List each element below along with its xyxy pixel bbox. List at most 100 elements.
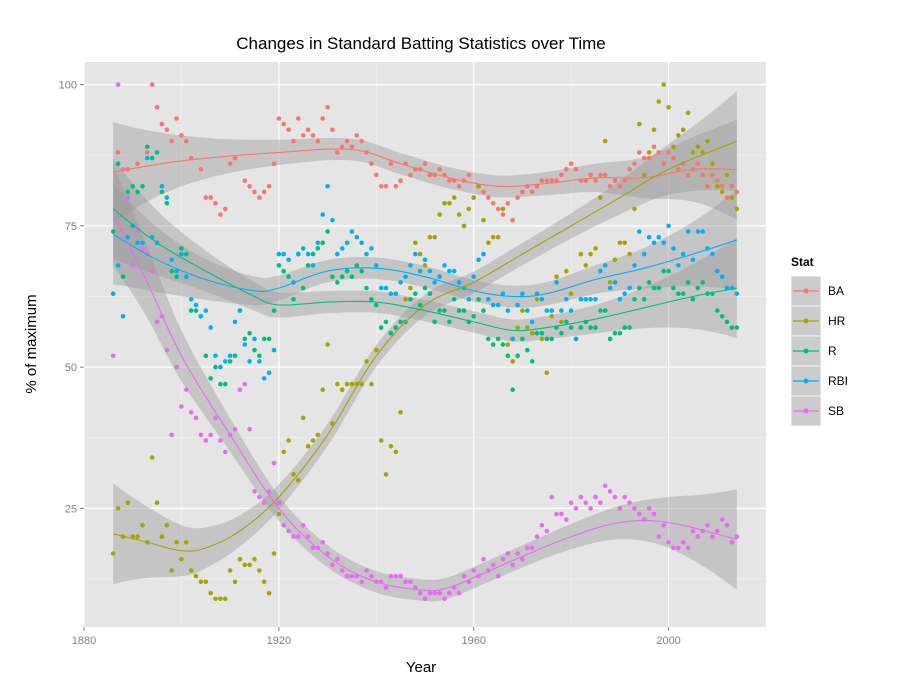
smooth-line-r bbox=[112, 208, 737, 332]
point-rbi bbox=[554, 280, 559, 285]
point-rbi bbox=[525, 308, 530, 313]
point-hr bbox=[607, 280, 613, 285]
point-rbi bbox=[676, 263, 681, 268]
point-rbi bbox=[223, 359, 228, 364]
point-r bbox=[344, 268, 350, 274]
point-ba bbox=[300, 133, 306, 138]
point-ba bbox=[646, 155, 652, 161]
point-rbi bbox=[481, 251, 486, 257]
point-r bbox=[666, 268, 671, 274]
point-rbi bbox=[666, 223, 671, 229]
point-rbi bbox=[344, 240, 350, 246]
point-sb bbox=[539, 523, 545, 528]
point-rbi bbox=[593, 297, 598, 302]
point-r bbox=[208, 376, 213, 381]
point-hr bbox=[456, 212, 462, 217]
legend-title: Stat bbox=[791, 255, 814, 269]
point-rbi bbox=[456, 280, 462, 285]
point-hr bbox=[271, 551, 277, 556]
point-sb bbox=[125, 195, 131, 200]
point-hr bbox=[237, 556, 243, 562]
point-sb bbox=[213, 415, 218, 421]
point-ba bbox=[456, 184, 462, 189]
point-ba bbox=[159, 121, 165, 127]
point-r bbox=[602, 308, 608, 313]
point-hr bbox=[300, 415, 306, 421]
point-rbi bbox=[451, 268, 457, 274]
point-r bbox=[383, 319, 389, 325]
point-sb bbox=[676, 545, 681, 551]
point-r bbox=[724, 319, 730, 325]
point-hr bbox=[247, 562, 252, 568]
point-sb bbox=[593, 494, 598, 500]
point-sb bbox=[286, 528, 291, 534]
point-sb bbox=[403, 579, 408, 585]
point-ba bbox=[641, 155, 647, 161]
point-ba bbox=[588, 172, 593, 178]
point-r bbox=[364, 285, 369, 291]
point-hr bbox=[632, 206, 637, 212]
legend-key-point bbox=[803, 318, 809, 324]
point-ba bbox=[149, 82, 155, 87]
point-r bbox=[252, 347, 257, 353]
point-hr bbox=[437, 212, 442, 217]
point-sb bbox=[296, 534, 301, 539]
y-axis-title: % of maximum bbox=[23, 294, 40, 393]
point-r bbox=[393, 325, 399, 330]
point-r bbox=[612, 330, 618, 336]
point-r bbox=[539, 330, 545, 336]
point-r bbox=[500, 342, 506, 347]
point-sb bbox=[456, 590, 462, 596]
point-hr bbox=[525, 325, 530, 330]
point-rbi bbox=[651, 240, 657, 246]
point-sb bbox=[252, 489, 257, 494]
point-rbi bbox=[510, 336, 515, 342]
point-r bbox=[646, 280, 652, 285]
point-r bbox=[300, 285, 306, 291]
point-hr bbox=[690, 150, 696, 155]
point-ba bbox=[583, 178, 589, 183]
point-rbi bbox=[476, 257, 481, 263]
point-r bbox=[413, 291, 418, 297]
point-rbi bbox=[257, 359, 262, 364]
point-sb bbox=[490, 562, 496, 568]
point-sb bbox=[188, 410, 194, 415]
point-hr bbox=[510, 359, 515, 364]
point-rbi bbox=[140, 240, 145, 246]
point-rbi bbox=[227, 353, 233, 359]
point-hr bbox=[646, 150, 652, 155]
point-r bbox=[520, 336, 525, 342]
point-r bbox=[374, 302, 379, 308]
point-sb bbox=[330, 562, 335, 568]
point-rbi bbox=[296, 251, 301, 257]
point-hr bbox=[188, 568, 194, 573]
point-hr bbox=[339, 387, 345, 393]
point-r bbox=[564, 319, 569, 325]
point-ba bbox=[661, 161, 666, 166]
point-sb bbox=[339, 568, 345, 573]
point-ba bbox=[447, 178, 452, 183]
point-rbi bbox=[252, 336, 257, 342]
point-hr bbox=[578, 251, 584, 257]
point-hr bbox=[583, 263, 589, 268]
point-rbi bbox=[179, 251, 184, 257]
point-sb bbox=[607, 489, 613, 494]
point-sb bbox=[661, 523, 666, 528]
point-hr bbox=[705, 138, 710, 144]
point-r bbox=[398, 319, 403, 325]
point-sb bbox=[325, 551, 330, 556]
point-r bbox=[110, 229, 116, 234]
point-hr bbox=[432, 234, 438, 240]
point-r bbox=[349, 274, 355, 280]
point-hr bbox=[520, 308, 525, 313]
point-sb bbox=[729, 540, 735, 545]
point-ba bbox=[666, 150, 671, 155]
point-sb bbox=[257, 494, 262, 500]
point-rbi bbox=[198, 314, 204, 319]
point-hr bbox=[588, 251, 593, 257]
point-rbi bbox=[325, 184, 330, 189]
legend-label-sb: SB bbox=[828, 404, 844, 418]
point-hr bbox=[729, 195, 735, 200]
point-hr bbox=[417, 251, 423, 257]
point-sb bbox=[583, 500, 589, 506]
